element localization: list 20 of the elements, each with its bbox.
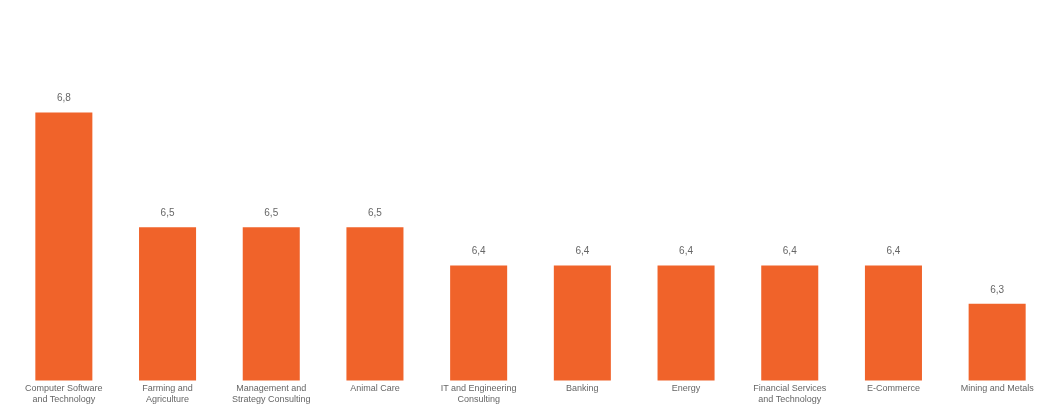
x-tick-label: Computer Software and Technology xyxy=(25,383,103,405)
x-tick-label: IT and Engineering Consulting xyxy=(440,383,517,405)
data-label: 6,8 xyxy=(56,92,72,104)
data-label: 6,5 xyxy=(264,207,279,219)
x-tick-label: Banking xyxy=(566,383,599,394)
x-tick-label: Financial Services and Technology xyxy=(753,383,827,405)
data-label: 6,3 xyxy=(990,283,1005,295)
x-tick-label: E-Commerce xyxy=(866,383,920,394)
x-tick-label: Management and Strategy Consulting xyxy=(231,383,311,405)
x-tick-label: Energy xyxy=(671,383,701,394)
data-label: 6,4 xyxy=(471,245,487,257)
data-label: 6,4 xyxy=(679,245,694,257)
data-label: 6,4 xyxy=(782,245,798,257)
x-tick-label: Animal Care xyxy=(350,383,400,394)
data-label: 6,5 xyxy=(368,207,383,219)
x-tick-label: Farming and Agriculture xyxy=(142,383,193,405)
data-label: 6,4 xyxy=(575,245,590,257)
data-label: 6,4 xyxy=(886,245,901,257)
data-label: 6,5 xyxy=(160,207,175,219)
x-tick-label: Mining and Metals xyxy=(960,383,1035,394)
